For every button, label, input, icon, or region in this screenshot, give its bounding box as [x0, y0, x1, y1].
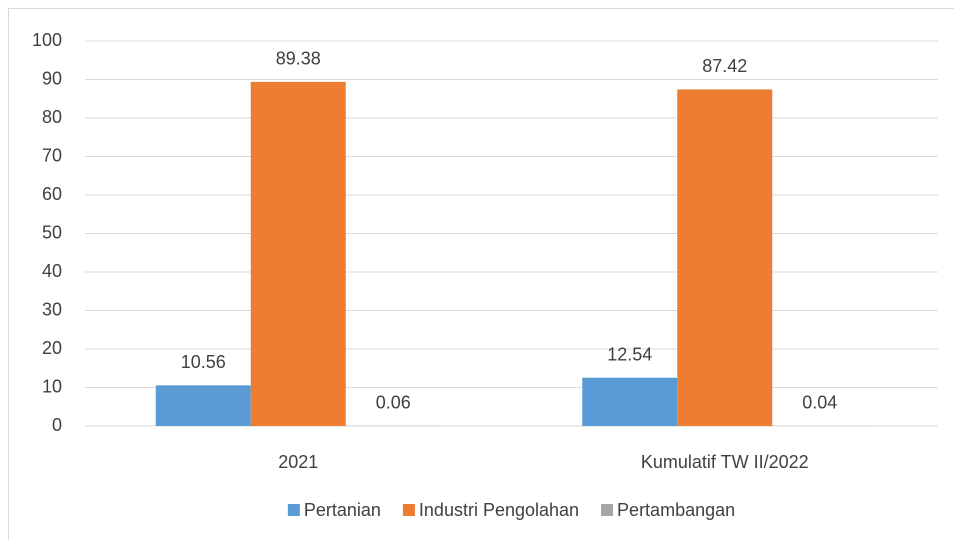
legend-swatch — [402, 504, 415, 516]
y-tick-label: 90 — [42, 68, 62, 88]
data-label: 89.38 — [276, 49, 321, 69]
bar — [155, 385, 251, 426]
y-tick-label: 100 — [32, 30, 62, 50]
bar — [677, 89, 773, 427]
y-tick-label: 0 — [52, 415, 62, 435]
x-tick-label: Kumulatif TW II/2022 — [641, 452, 809, 472]
data-label: 10.56 — [181, 352, 226, 372]
y-tick-label: 20 — [42, 338, 62, 358]
data-label: 87.42 — [702, 56, 747, 76]
data-label: 12.54 — [607, 344, 652, 364]
y-tick-label: 60 — [42, 184, 62, 204]
bar — [582, 377, 678, 426]
data-label: 0.04 — [802, 393, 837, 413]
legend-swatch — [601, 504, 614, 516]
legend-label: Industri Pengolahan — [419, 500, 579, 520]
chart-frame — [8, 8, 954, 540]
y-tick-label: 70 — [42, 145, 62, 165]
bar — [250, 81, 346, 427]
y-tick-label: 50 — [42, 222, 62, 242]
x-tick-label: 2021 — [278, 452, 318, 472]
legend-label: Pertambangan — [617, 500, 735, 520]
data-label: 0.06 — [376, 393, 411, 413]
legend-swatch — [287, 504, 300, 516]
y-tick-label: 30 — [42, 299, 62, 319]
y-tick-label: 80 — [42, 107, 62, 127]
legend-label: Pertanian — [304, 500, 381, 520]
y-tick-label: 40 — [42, 261, 62, 281]
y-tick-label: 10 — [42, 376, 62, 396]
